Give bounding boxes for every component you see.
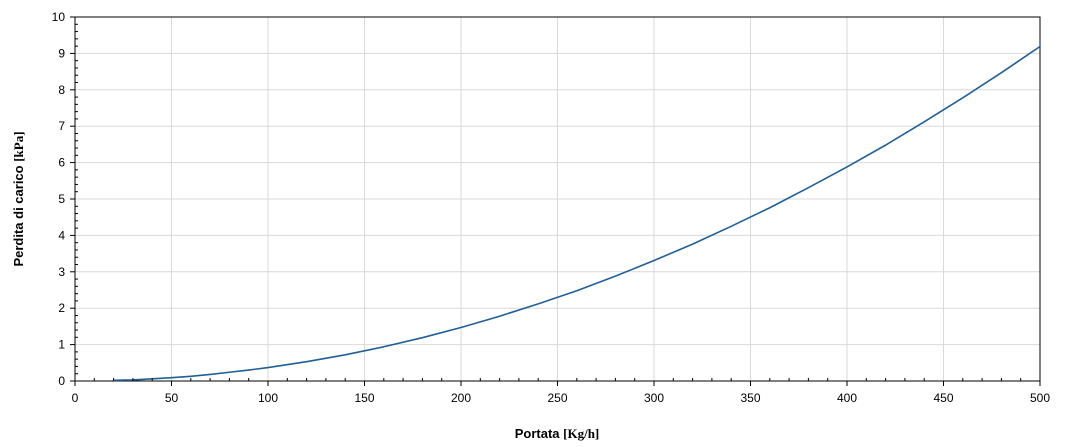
x-tick-label: 300 <box>644 391 664 405</box>
x-axis-title-prefix: Portata <box>515 426 563 441</box>
y-tick-label: 0 <box>58 374 65 388</box>
x-tick-label: 500 <box>1030 391 1050 405</box>
grid <box>75 16 1041 381</box>
x-tick-label: 350 <box>740 391 760 405</box>
y-tick-label: 1 <box>58 338 65 352</box>
ticks <box>70 16 1041 386</box>
y-tick-label: 2 <box>58 301 65 315</box>
y-axis-title-unit: [kPa] <box>11 131 26 161</box>
y-tick-label: 8 <box>58 83 65 97</box>
x-axis-title: Portata [Kg/h] <box>515 426 600 441</box>
y-axis-title: Perdita di carico [kPa] <box>11 131 26 266</box>
x-tick-label: 450 <box>933 391 953 405</box>
x-tick-label: 100 <box>258 391 278 405</box>
x-tick-label: 400 <box>837 391 857 405</box>
tick-labels: 0 50 100 150 200 250 300 350 400 450 500 0 1 2 3 4 5 6 7 8 9… <box>52 10 1051 405</box>
y-tick-label: 10 <box>52 10 66 24</box>
series-line-0 <box>112 45 1041 382</box>
y-tick-label: 7 <box>58 119 65 133</box>
x-axis-title-unit: [Kg/h] <box>563 426 599 441</box>
y-tick-label: 5 <box>58 192 65 206</box>
x-tick-label: 150 <box>354 391 374 405</box>
y-tick-label: 4 <box>58 228 65 242</box>
series-group <box>112 45 1041 382</box>
y-tick-label: 6 <box>58 156 65 170</box>
y-axis-title-prefix: Perdita di carico <box>11 162 26 267</box>
y-tick-label: 3 <box>58 265 65 279</box>
x-tick-label: 0 <box>72 391 79 405</box>
x-tick-label: 50 <box>165 391 179 405</box>
y-tick-label: 9 <box>58 46 65 60</box>
x-tick-label: 250 <box>547 391 567 405</box>
x-tick-label: 200 <box>451 391 471 405</box>
